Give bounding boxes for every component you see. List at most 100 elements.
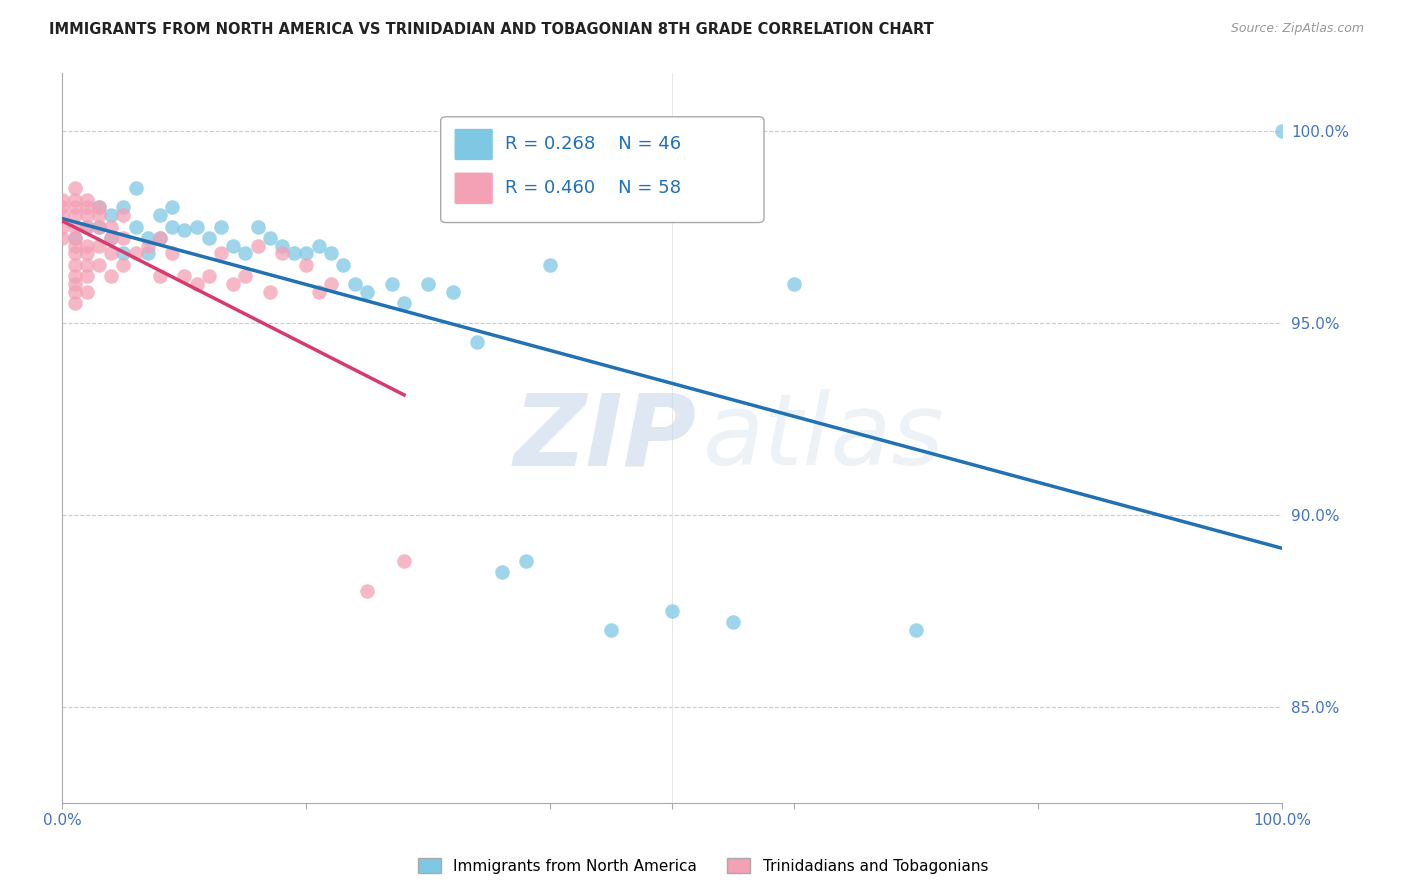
Text: ZIP: ZIP bbox=[513, 389, 697, 486]
Point bbox=[63, 258, 86, 272]
Point bbox=[209, 219, 232, 234]
Point bbox=[381, 277, 404, 292]
Point bbox=[209, 246, 232, 260]
Point bbox=[63, 296, 86, 310]
Point bbox=[125, 181, 148, 195]
Point bbox=[356, 584, 378, 599]
Point bbox=[100, 269, 122, 284]
Point bbox=[76, 219, 98, 234]
Point bbox=[319, 277, 342, 292]
Point bbox=[76, 246, 98, 260]
Point bbox=[246, 239, 269, 253]
Point bbox=[271, 239, 294, 253]
Point bbox=[332, 258, 354, 272]
Point bbox=[271, 246, 294, 260]
Point bbox=[112, 208, 135, 222]
Point bbox=[63, 269, 86, 284]
Point bbox=[76, 258, 98, 272]
Point bbox=[198, 231, 221, 245]
Text: R = 0.460    N = 58: R = 0.460 N = 58 bbox=[505, 179, 682, 197]
Point bbox=[63, 181, 86, 195]
Text: Source: ZipAtlas.com: Source: ZipAtlas.com bbox=[1230, 22, 1364, 36]
Point bbox=[149, 231, 172, 245]
Point bbox=[723, 615, 745, 629]
Point bbox=[100, 246, 122, 260]
Point bbox=[125, 219, 148, 234]
Point bbox=[136, 231, 159, 245]
Point bbox=[491, 565, 513, 579]
Point bbox=[283, 246, 305, 260]
Point bbox=[63, 200, 86, 214]
Point bbox=[87, 219, 110, 234]
Point bbox=[162, 246, 184, 260]
Point bbox=[661, 603, 683, 617]
Point bbox=[198, 269, 221, 284]
Point bbox=[173, 269, 195, 284]
Point bbox=[162, 219, 184, 234]
Point bbox=[186, 219, 208, 234]
Point bbox=[162, 200, 184, 214]
Legend: Immigrants from North America, Trinidadians and Tobagonians: Immigrants from North America, Trinidadi… bbox=[412, 852, 994, 880]
Point bbox=[100, 208, 122, 222]
Point bbox=[100, 219, 122, 234]
Point bbox=[63, 219, 86, 234]
Point bbox=[295, 258, 318, 272]
Point bbox=[51, 200, 73, 214]
FancyBboxPatch shape bbox=[454, 128, 494, 161]
Point bbox=[100, 231, 122, 245]
Point bbox=[63, 231, 86, 245]
Point bbox=[76, 285, 98, 299]
Point bbox=[295, 246, 318, 260]
Point bbox=[76, 193, 98, 207]
Point bbox=[308, 239, 330, 253]
Point bbox=[63, 208, 86, 222]
Text: IMMIGRANTS FROM NORTH AMERICA VS TRINIDADIAN AND TOBAGONIAN 8TH GRADE CORRELATIO: IMMIGRANTS FROM NORTH AMERICA VS TRINIDA… bbox=[49, 22, 934, 37]
Point bbox=[63, 231, 86, 245]
Point bbox=[87, 258, 110, 272]
Point bbox=[63, 246, 86, 260]
Point bbox=[63, 193, 86, 207]
Point bbox=[125, 246, 148, 260]
Point bbox=[112, 200, 135, 214]
Point bbox=[112, 258, 135, 272]
Point bbox=[76, 219, 98, 234]
Point bbox=[51, 208, 73, 222]
Point bbox=[235, 269, 257, 284]
Text: R = 0.268    N = 46: R = 0.268 N = 46 bbox=[505, 136, 682, 153]
Point bbox=[173, 223, 195, 237]
Point bbox=[783, 277, 806, 292]
Point bbox=[356, 285, 378, 299]
Point bbox=[319, 246, 342, 260]
Point bbox=[112, 246, 135, 260]
Point bbox=[51, 193, 73, 207]
Point bbox=[149, 269, 172, 284]
Point bbox=[515, 554, 537, 568]
Point bbox=[186, 277, 208, 292]
Point bbox=[51, 219, 73, 234]
Point bbox=[441, 285, 464, 299]
Point bbox=[76, 269, 98, 284]
Point bbox=[246, 219, 269, 234]
Point bbox=[76, 200, 98, 214]
Point bbox=[87, 219, 110, 234]
Point bbox=[63, 285, 86, 299]
Point bbox=[235, 246, 257, 260]
Point bbox=[87, 239, 110, 253]
Point bbox=[1271, 123, 1294, 137]
Point bbox=[100, 231, 122, 245]
Point bbox=[87, 208, 110, 222]
Point bbox=[51, 231, 73, 245]
Point bbox=[87, 200, 110, 214]
Point bbox=[540, 258, 562, 272]
Point bbox=[418, 277, 440, 292]
Point bbox=[63, 239, 86, 253]
Point bbox=[344, 277, 367, 292]
Point bbox=[76, 208, 98, 222]
Point bbox=[112, 231, 135, 245]
Text: atlas: atlas bbox=[703, 389, 945, 486]
Point bbox=[87, 200, 110, 214]
Point bbox=[222, 239, 245, 253]
Point bbox=[465, 334, 488, 349]
FancyBboxPatch shape bbox=[454, 172, 494, 204]
Point bbox=[136, 246, 159, 260]
